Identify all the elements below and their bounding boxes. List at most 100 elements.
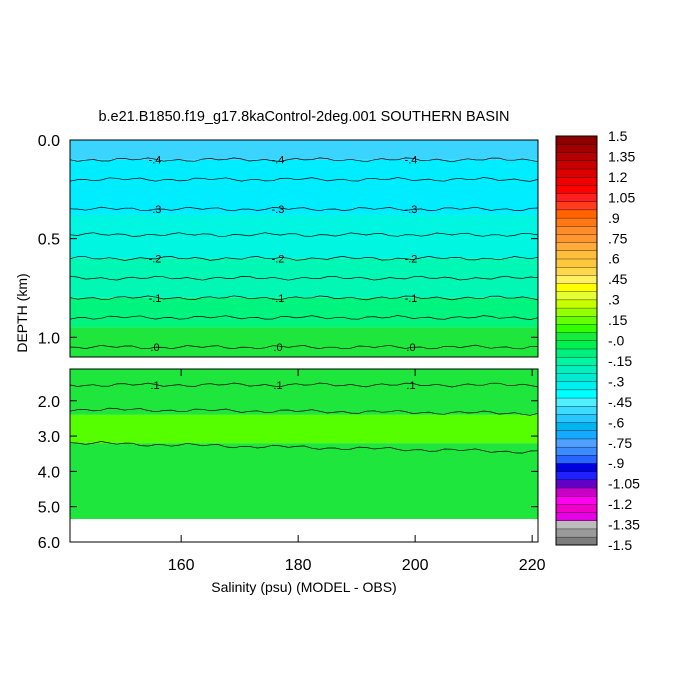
contour-label: -.4 (149, 155, 162, 167)
no-data-region (70, 519, 538, 542)
contour-band (70, 140, 538, 160)
contour-label: -.1 (405, 293, 418, 305)
colorbar-label: 1.5 (608, 128, 628, 144)
contour-line (69, 232, 539, 237)
colorbar-swatch (555, 340, 598, 350)
colorbar-label: -1.05 (608, 476, 640, 492)
colorbar-swatch (555, 160, 598, 170)
contour-label: -.4 (405, 155, 418, 167)
y-tick-label: 3.0 (38, 429, 60, 446)
contour-band (70, 214, 538, 259)
colorbar-swatch (555, 152, 598, 162)
contour-line (69, 177, 539, 182)
contour-label: .0 (150, 342, 159, 354)
contour-label: -.2 (405, 253, 418, 265)
colorbar-label: -1.5 (608, 537, 632, 553)
contour-label: .0 (273, 342, 282, 354)
colorbar-label: -1.2 (608, 496, 632, 512)
colorbar-swatch (555, 528, 598, 538)
colorbar-swatch (555, 283, 598, 292)
colorbar-swatch (555, 225, 598, 235)
colorbar-label: -.75 (608, 435, 632, 451)
colorbar-swatch (555, 266, 598, 276)
colorbar-swatch (555, 144, 598, 153)
colorbar: 1.5 1.35 1.2 1.05 .9 .75 .6 .45 .3 .15 -.0 -.15 -.3 -… (555, 128, 640, 553)
colorbar-swatch (555, 168, 598, 178)
chart-title: b.e21.B1850.f19_g17.8kaControl-2deg.001 … (98, 109, 509, 125)
panel-frame (69, 368, 539, 543)
contour-line (69, 382, 539, 388)
colorbar-label: .9 (608, 210, 620, 226)
colorbar-swatch (555, 413, 598, 423)
colorbar-label: .6 (608, 251, 620, 267)
upper-panel: -.4 -.4 -.4 -.3 -.3 -.3 -.2 -.2 -.2 -.1 -.1 -.1 .0 .0… (38, 133, 539, 358)
colorbar-swatch (555, 536, 598, 546)
y-tick-label: 5.0 (38, 500, 60, 517)
y-tick-label: 6.0 (38, 535, 60, 552)
contour-line (69, 441, 539, 454)
colorbar-swatch (555, 332, 598, 341)
colorbar-swatch (555, 454, 598, 464)
contour-band (70, 443, 538, 520)
colorbar-swatch (555, 364, 598, 374)
colorbar-swatch (555, 405, 598, 415)
colorbar-swatch (555, 315, 598, 325)
colorbar-label: -.6 (608, 414, 625, 430)
lower-panel: .1 .1 .1 2.0 3.0 4.0 5.0 6.0 160 180 200 220 (38, 368, 546, 574)
panel-frame (69, 139, 539, 358)
colorbar-label: -.15 (608, 353, 632, 369)
colorbar-swatch (555, 274, 598, 284)
contour-label: -.3 (149, 204, 162, 216)
colorbar-swatch (555, 184, 598, 194)
contour-band (70, 414, 538, 444)
contour-band (70, 159, 538, 215)
colorbar-swatch (555, 446, 598, 456)
contour-label: -.3 (272, 204, 285, 216)
y-tick-label: 2.0 (38, 394, 60, 411)
y-tick-label: 1.0 (38, 330, 60, 347)
colorbar-swatch (555, 503, 598, 513)
y-tick-label: 4.0 (38, 464, 60, 481)
colorbar-swatch (555, 512, 598, 521)
colorbar-frame (555, 135, 598, 546)
colorbar-swatch (555, 250, 598, 260)
colorbar-swatch (555, 389, 598, 399)
colorbar-swatch (555, 397, 598, 407)
colorbar-swatch (555, 233, 598, 243)
colorbar-swatch (555, 520, 598, 530)
colorbar-swatch (555, 258, 598, 268)
contour-label: .0 (406, 342, 415, 354)
x-tick-label: 200 (402, 557, 429, 574)
colorbar-swatch (555, 479, 598, 489)
colorbar-swatch (555, 373, 598, 382)
y-tick-label: 0.0 (38, 133, 60, 150)
contour-label: .1 (150, 380, 159, 392)
colorbar-swatch (555, 209, 598, 219)
colorbar-swatch (555, 193, 598, 202)
colorbar-label: -.45 (608, 394, 632, 410)
colorbar-label: -.3 (608, 373, 625, 389)
contour-line (69, 206, 539, 212)
contour-line (69, 344, 539, 350)
colorbar-swatch (555, 422, 598, 431)
contour-label: .1 (406, 380, 415, 392)
contour-label: -.3 (405, 204, 418, 216)
contour-line (69, 157, 539, 163)
colorbar-swatch (555, 201, 598, 211)
y-axis-label: DEPTH (km) (14, 273, 30, 352)
contour-band (70, 369, 538, 415)
colorbar-label: .75 (608, 230, 628, 246)
x-axis-label: Salinity (psu) (MODEL - OBS) (211, 579, 396, 595)
contour-band (70, 297, 538, 328)
contour-label: -.4 (272, 155, 285, 167)
y-tick-label: 0.5 (38, 232, 60, 249)
colorbar-swatch (555, 307, 598, 317)
colorbar-label: -.0 (608, 333, 625, 349)
contour-line (69, 315, 539, 320)
colorbar-swatch (555, 495, 598, 505)
colorbar-swatch (555, 291, 598, 301)
colorbar-label: .15 (608, 312, 628, 328)
colorbar-label: 1.35 (608, 148, 635, 164)
colorbar-label: 1.05 (608, 189, 635, 205)
